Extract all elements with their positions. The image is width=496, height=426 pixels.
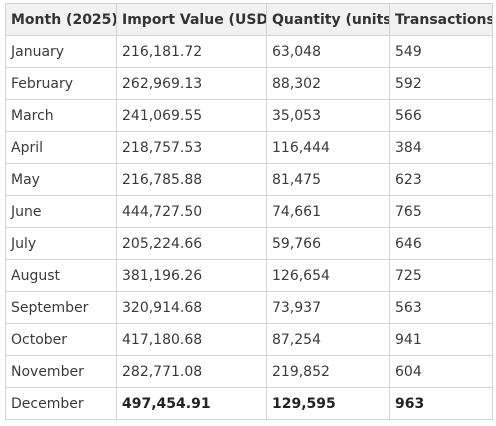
table-row: June 444,727.50 74,661 765	[5, 195, 493, 228]
cell-transactions: 725	[389, 259, 493, 292]
cell-import-value: 381,196.26	[116, 259, 267, 292]
cell-import-value: 262,969.13	[116, 67, 267, 100]
cell-import-value: 216,785.88	[116, 163, 267, 196]
cell-import-value: 320,914.68	[116, 291, 267, 324]
table-row: November 282,771.08 219,852 604	[5, 355, 493, 388]
cell-import-value: 216,181.72	[116, 35, 267, 68]
table-header: Month (2025) Import Value (USD) Quantity…	[5, 3, 493, 36]
cell-quantity: 63,048	[266, 35, 390, 68]
table-row: April 218,757.53 116,444 384	[5, 131, 493, 164]
header-quantity: Quantity (units)	[266, 3, 390, 36]
cell-transactions: 941	[389, 323, 493, 356]
cell-quantity: 35,053	[266, 99, 390, 132]
header-transactions: Transactions	[389, 3, 493, 36]
cell-month: August	[5, 259, 117, 292]
cell-quantity: 87,254	[266, 323, 390, 356]
header-import-value: Import Value (USD)	[116, 3, 267, 36]
cell-transactions: 384	[389, 131, 493, 164]
cell-transactions: 566	[389, 99, 493, 132]
cell-transactions: 604	[389, 355, 493, 388]
table-row: December 497,454.91 129,595 963	[5, 387, 493, 420]
cell-month: May	[5, 163, 117, 196]
table-row: May 216,785.88 81,475 623	[5, 163, 493, 196]
cell-transactions: 549	[389, 35, 493, 68]
table-row: March 241,069.55 35,053 566	[5, 99, 493, 132]
cell-transactions: 563	[389, 291, 493, 324]
table-row: October 417,180.68 87,254 941	[5, 323, 493, 356]
cell-import-value: 497,454.91	[116, 387, 267, 420]
cell-quantity: 59,766	[266, 227, 390, 260]
cell-month: December	[5, 387, 117, 420]
cell-transactions: 765	[389, 195, 493, 228]
cell-quantity: 129,595	[266, 387, 390, 420]
cell-month: January	[5, 35, 117, 68]
table-row: August 381,196.26 126,654 725	[5, 259, 493, 292]
cell-month: February	[5, 67, 117, 100]
cell-import-value: 218,757.53	[116, 131, 267, 164]
monthly-imports-table: Month (2025) Import Value (USD) Quantity…	[5, 3, 493, 420]
data-table-container: Month (2025) Import Value (USD) Quantity…	[5, 3, 493, 420]
cell-transactions: 646	[389, 227, 493, 260]
cell-import-value: 241,069.55	[116, 99, 267, 132]
cell-import-value: 417,180.68	[116, 323, 267, 356]
cell-quantity: 74,661	[266, 195, 390, 228]
header-row: Month (2025) Import Value (USD) Quantity…	[5, 3, 493, 36]
cell-month: September	[5, 291, 117, 324]
cell-transactions: 963	[389, 387, 493, 420]
cell-import-value: 205,224.66	[116, 227, 267, 260]
header-month: Month (2025)	[5, 3, 117, 36]
cell-import-value: 444,727.50	[116, 195, 267, 228]
table-row: July 205,224.66 59,766 646	[5, 227, 493, 260]
cell-import-value: 282,771.08	[116, 355, 267, 388]
table-row: January 216,181.72 63,048 549	[5, 35, 493, 68]
table-row: February 262,969.13 88,302 592	[5, 67, 493, 100]
cell-quantity: 81,475	[266, 163, 390, 196]
cell-month: June	[5, 195, 117, 228]
cell-quantity: 116,444	[266, 131, 390, 164]
cell-transactions: 592	[389, 67, 493, 100]
cell-transactions: 623	[389, 163, 493, 196]
cell-month: April	[5, 131, 117, 164]
cell-month: October	[5, 323, 117, 356]
cell-month: March	[5, 99, 117, 132]
table-row: September 320,914.68 73,937 563	[5, 291, 493, 324]
table-body: January 216,181.72 63,048 549 February 262,96…	[5, 35, 493, 420]
cell-quantity: 73,937	[266, 291, 390, 324]
cell-month: November	[5, 355, 117, 388]
cell-month: July	[5, 227, 117, 260]
cell-quantity: 126,654	[266, 259, 390, 292]
cell-quantity: 88,302	[266, 67, 390, 100]
cell-quantity: 219,852	[266, 355, 390, 388]
